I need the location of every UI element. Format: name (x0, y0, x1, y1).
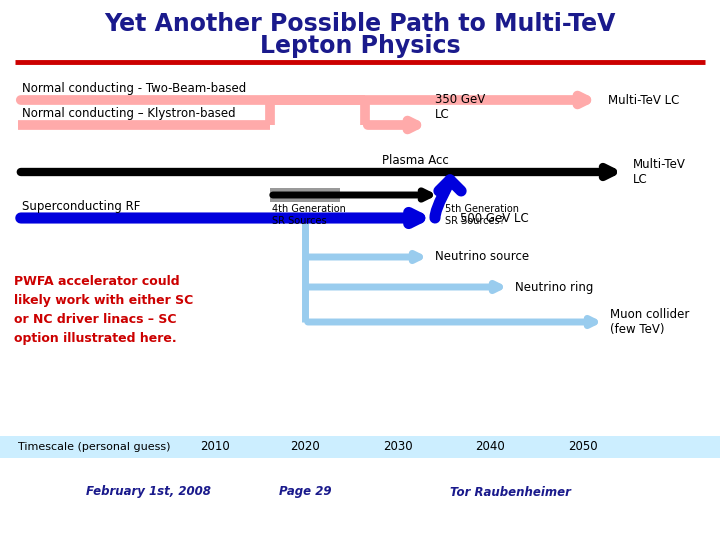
Text: Yet Another Possible Path to Multi-TeV: Yet Another Possible Path to Multi-TeV (104, 12, 616, 36)
Text: Lepton Physics: Lepton Physics (260, 34, 460, 58)
FancyArrowPatch shape (435, 180, 461, 218)
Text: February 1st, 2008: February 1st, 2008 (86, 485, 210, 498)
Text: Muon collider
(few TeV): Muon collider (few TeV) (610, 308, 689, 336)
Text: Normal conducting - Two-Beam-based: Normal conducting - Two-Beam-based (22, 82, 246, 95)
Text: Tor Raubenheimer: Tor Raubenheimer (449, 485, 570, 498)
Text: 2010: 2010 (200, 441, 230, 454)
Text: Normal conducting – Klystron-based: Normal conducting – Klystron-based (22, 107, 235, 120)
Text: 2020: 2020 (290, 441, 320, 454)
Text: Multi-TeV LC: Multi-TeV LC (608, 93, 680, 106)
Bar (0, 436, 720, 458)
Text: 2040: 2040 (475, 441, 505, 454)
Text: Neutrino ring: Neutrino ring (515, 280, 593, 294)
Text: Timescale (personal guess): Timescale (personal guess) (18, 442, 171, 452)
Text: 4th Generation
SR Sources: 4th Generation SR Sources (272, 204, 346, 226)
Bar (270, 188, 340, 202)
Text: Multi-TeV
LC: Multi-TeV LC (633, 158, 686, 186)
Text: Superconducting RF: Superconducting RF (22, 200, 140, 213)
Text: 5th Generation
SR Sources?: 5th Generation SR Sources? (445, 204, 519, 226)
Text: 2030: 2030 (383, 441, 413, 454)
Text: Neutrino source: Neutrino source (435, 251, 529, 264)
Text: PWFA accelerator could
likely work with either SC
or NC driver linacs – SC
optio: PWFA accelerator could likely work with … (14, 275, 193, 345)
Text: Plasma Acc: Plasma Acc (382, 154, 449, 167)
Text: Page 29: Page 29 (279, 485, 331, 498)
Text: 500 GeV LC: 500 GeV LC (460, 212, 528, 225)
Text: 2050: 2050 (568, 441, 598, 454)
Text: 350 GeV
LC: 350 GeV LC (435, 93, 485, 121)
